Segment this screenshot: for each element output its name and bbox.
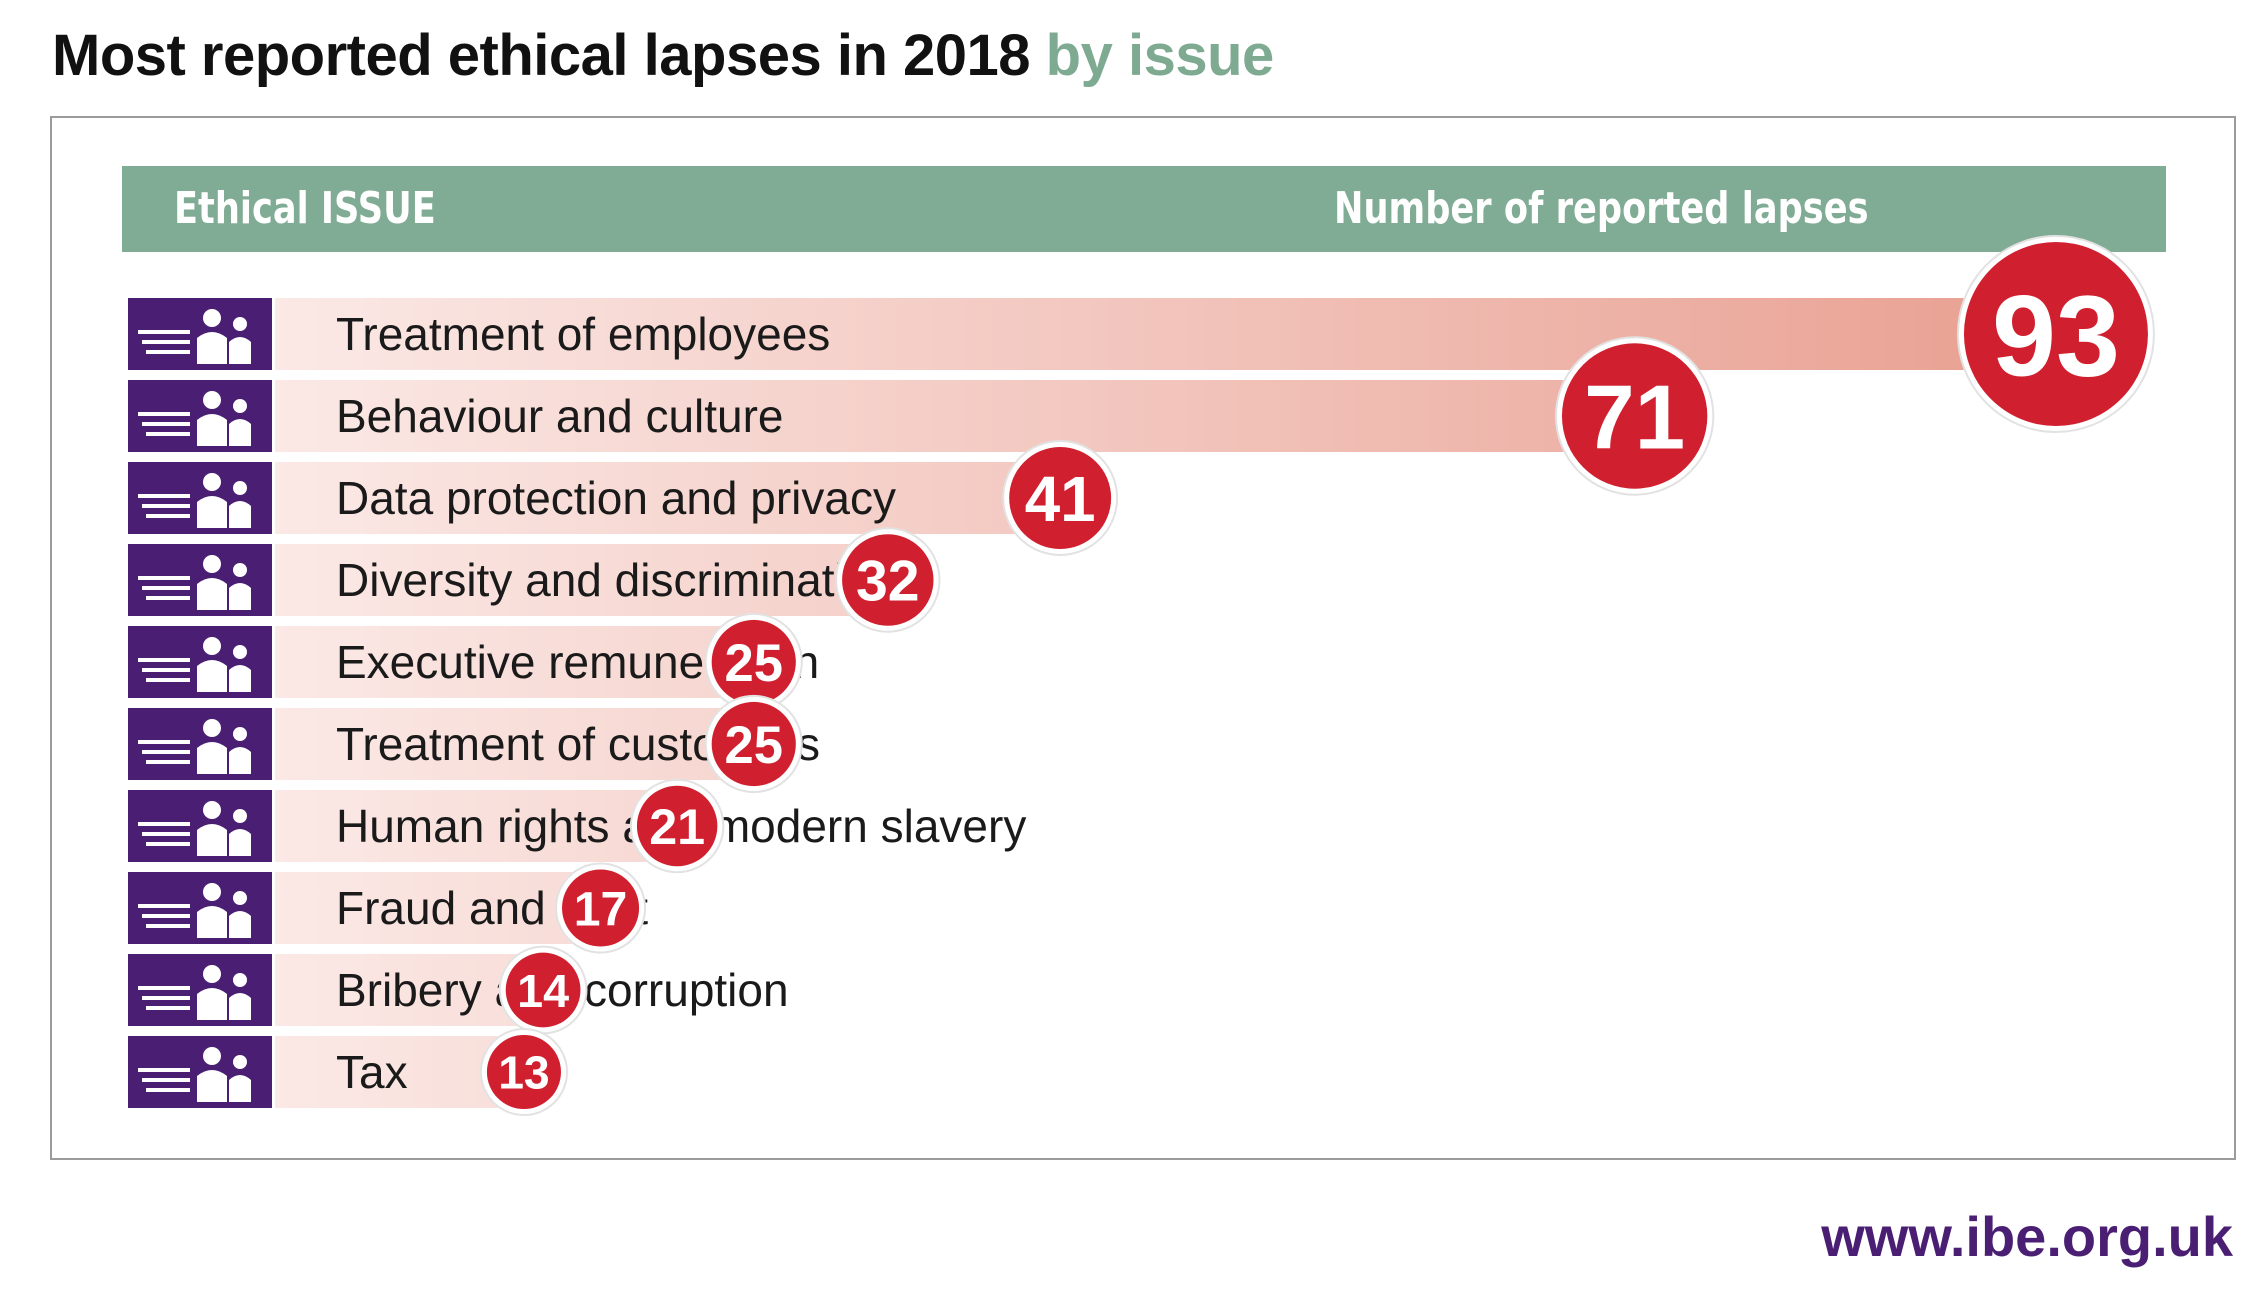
bribe-handshake-icon bbox=[128, 954, 272, 1026]
category-label: Diversity and discrimination bbox=[336, 554, 896, 606]
bar bbox=[275, 544, 888, 616]
value-badge: 41 bbox=[1002, 440, 1119, 556]
value-badge: 13 bbox=[479, 1027, 568, 1117]
value-badge: 25 bbox=[704, 694, 803, 794]
category-label: Tax bbox=[336, 1046, 408, 1098]
value-badge: 93 bbox=[1956, 235, 2155, 433]
bar bbox=[275, 790, 678, 862]
title-main: Most reported ethical lapses in 2018 bbox=[52, 23, 1031, 88]
value-badge: 21 bbox=[629, 778, 725, 874]
value-badge: 71 bbox=[1554, 336, 1715, 496]
value-badge: 17 bbox=[555, 862, 647, 954]
value-label: 21 bbox=[649, 798, 705, 855]
fraud-question-icon bbox=[128, 872, 272, 944]
value-badge: 14 bbox=[498, 945, 588, 1035]
tax-bag-icon bbox=[128, 1036, 272, 1108]
banknote-icon bbox=[128, 626, 272, 698]
value-label: 13 bbox=[498, 1047, 549, 1099]
culture-icon bbox=[128, 380, 272, 452]
value-badge: 25 bbox=[704, 612, 803, 712]
employees-icon bbox=[128, 298, 272, 370]
bar bbox=[275, 462, 1061, 534]
bar bbox=[275, 298, 2056, 370]
value-badge: 32 bbox=[835, 527, 941, 633]
title-sub: by issue bbox=[1045, 23, 1275, 88]
bar bbox=[275, 626, 754, 698]
chart-title: Most reported ethical lapses in 2018 by … bbox=[52, 22, 1274, 89]
chart-frame bbox=[50, 116, 2236, 1160]
customers-icon bbox=[128, 708, 272, 780]
value-label: 25 bbox=[724, 634, 783, 693]
category-label: Treatment of employees bbox=[336, 308, 830, 360]
family-icon bbox=[128, 790, 272, 862]
discrimination-icon bbox=[128, 544, 272, 616]
category-label: Behaviour and culture bbox=[336, 390, 784, 442]
bar bbox=[275, 872, 601, 944]
value-label: 14 bbox=[517, 965, 569, 1017]
header-reported-lapses: Number of reported lapses bbox=[1334, 183, 1869, 234]
category-label: Data protection and privacy bbox=[336, 472, 896, 524]
header-ethical-issue: Ethical ISSUE bbox=[174, 183, 436, 234]
value-label: 93 bbox=[1992, 272, 2120, 400]
bar bbox=[275, 708, 754, 780]
value-label: 41 bbox=[1025, 463, 1096, 535]
bar bbox=[275, 954, 544, 1026]
value-label: 25 bbox=[724, 716, 783, 775]
value-label: 32 bbox=[856, 550, 920, 614]
value-label: 71 bbox=[1584, 368, 1685, 469]
value-label: 17 bbox=[574, 882, 628, 936]
footer-url: www.ibe.org.uk bbox=[1821, 1205, 2233, 1268]
column-header-band: Ethical ISSUE Number of reported lapses bbox=[122, 166, 2166, 252]
bar bbox=[275, 380, 1635, 452]
privacy-lock-icon bbox=[128, 462, 272, 534]
